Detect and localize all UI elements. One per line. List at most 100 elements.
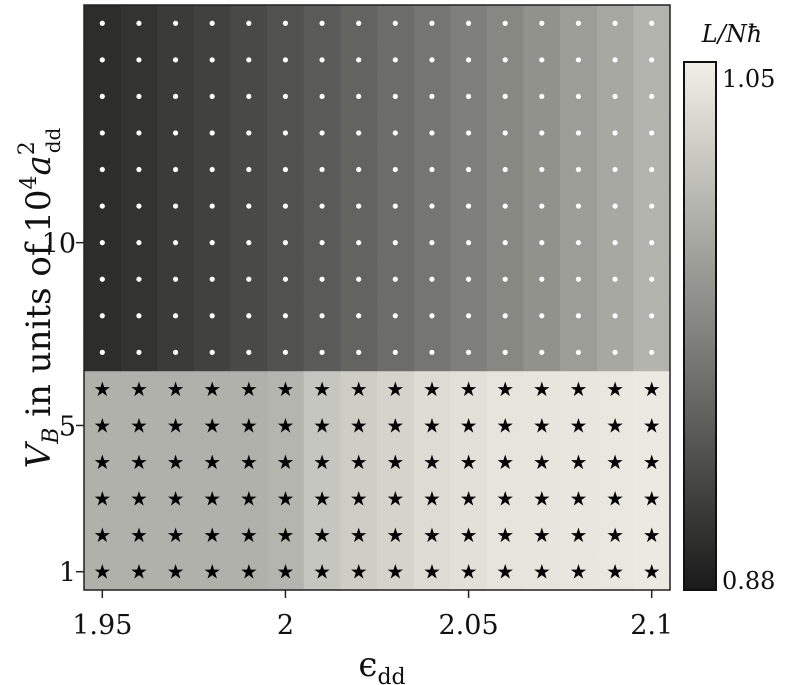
heatmap-cell [193, 443, 232, 481]
dot-marker [392, 130, 398, 136]
dot-marker [429, 203, 435, 209]
dot-marker [465, 276, 472, 282]
star-marker: ★ [93, 560, 111, 584]
dot-marker [319, 130, 325, 136]
star-marker: ★ [313, 450, 331, 474]
heatmap-cell [340, 370, 378, 408]
heatmap-cell [596, 370, 634, 408]
dot-marker [246, 313, 252, 319]
star-marker: ★ [533, 450, 551, 474]
dot-marker [246, 20, 252, 26]
heatmap-cell [267, 480, 305, 518]
star-marker: ★ [423, 523, 441, 547]
dot-marker [465, 57, 472, 63]
heatmap-cell [413, 407, 451, 445]
dot-marker [246, 349, 252, 355]
star-marker: ★ [496, 413, 514, 437]
dot-marker [429, 93, 435, 100]
star-marker: ★ [606, 487, 624, 511]
heatmap-cell [267, 516, 305, 555]
heatmap-cell [157, 443, 195, 481]
dot-marker [502, 240, 508, 246]
dot-marker [209, 93, 215, 100]
dot-marker [356, 166, 362, 173]
heatmap-cell [450, 370, 488, 408]
heatmap-cell [450, 407, 488, 445]
heatmap-cell [450, 443, 488, 481]
y-tick-label: 5 [59, 411, 76, 442]
x-tick-label: 2.1 [630, 610, 673, 641]
dot-marker [612, 276, 618, 282]
dot-marker [392, 276, 398, 282]
dot-marker [392, 313, 398, 319]
dot-marker [575, 349, 582, 355]
dot-marker [575, 20, 582, 26]
star-marker: ★ [460, 413, 478, 437]
star-marker: ★ [313, 523, 331, 547]
heatmap-cell [596, 407, 634, 445]
dot-marker [319, 240, 325, 246]
dot-marker [99, 130, 105, 136]
star-marker: ★ [386, 413, 404, 437]
dot-marker [502, 203, 508, 209]
heatmap-cell [303, 516, 341, 555]
star-marker: ★ [276, 450, 294, 474]
dot-marker [356, 203, 362, 209]
x-axis-title-main: ϵ [358, 645, 377, 685]
y-axis-title-tail: a [19, 155, 59, 175]
dot-marker [539, 130, 545, 136]
dot-marker [649, 313, 655, 319]
heatmap-cell [157, 553, 195, 591]
star-marker: ★ [643, 523, 661, 547]
heatmap-cell [486, 553, 525, 591]
heatmap-cell [633, 553, 671, 591]
star-marker: ★ [203, 560, 221, 584]
dot-marker [99, 313, 105, 319]
dot-marker [539, 166, 545, 173]
dot-marker [136, 130, 142, 136]
heatmap-cell [560, 480, 598, 518]
heatmap-cell [486, 443, 525, 481]
star-marker: ★ [276, 487, 294, 511]
star-marker: ★ [203, 377, 221, 401]
heatmap-cell [377, 370, 415, 408]
heatmap-cell [413, 553, 451, 591]
dot-marker [282, 349, 289, 355]
heatmap-cell [120, 407, 158, 445]
dot-marker [136, 203, 142, 209]
dot-marker [649, 130, 655, 136]
star-marker: ★ [240, 413, 258, 437]
star-marker: ★ [276, 377, 294, 401]
heatmap-cell [157, 407, 195, 445]
star-marker: ★ [276, 413, 294, 437]
heatmap-cell [157, 516, 195, 555]
dot-marker [649, 240, 655, 246]
heatmap-cell [340, 407, 378, 445]
dot-marker [649, 276, 655, 282]
heatmap-cell [193, 480, 232, 518]
dot-marker [465, 20, 472, 26]
dot-marker [539, 20, 545, 26]
heatmap-cell [633, 480, 671, 518]
dot-marker [99, 20, 105, 26]
heatmap-cell [84, 407, 122, 445]
dot-marker [392, 57, 398, 63]
y-axis-title-main: V [19, 440, 59, 468]
heatmap-cell [303, 553, 341, 591]
heatmap-cell [377, 516, 415, 555]
dot-marker [502, 349, 508, 355]
dot-marker [356, 57, 362, 63]
x-axis-ticks: 1.95 2 2.05 2.1 [72, 590, 673, 641]
x-tick-label: 2 [277, 610, 294, 641]
dot-marker [539, 57, 545, 63]
dot-marker [539, 203, 545, 209]
star-marker: ★ [643, 377, 661, 401]
dot-marker [209, 276, 215, 282]
star-marker: ★ [533, 560, 551, 584]
dot-marker [282, 166, 289, 173]
x-axis-title: ϵdd [358, 645, 405, 685]
dot-marker [99, 203, 105, 209]
star-marker: ★ [350, 487, 368, 511]
star-marker: ★ [386, 377, 404, 401]
star-marker: ★ [93, 487, 111, 511]
